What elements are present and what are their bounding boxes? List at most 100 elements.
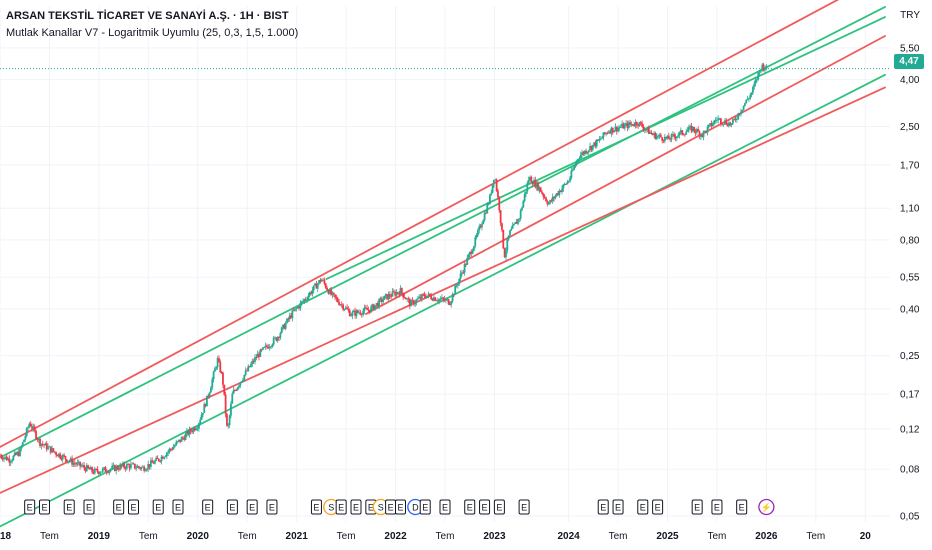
event-marker-label: E [600,503,606,513]
channel-line-red[interactable] [364,35,886,315]
channel-line-green[interactable] [325,16,886,280]
candle-body [618,127,621,129]
candle-body [436,300,439,302]
candle-body [467,254,470,258]
candle-body [392,291,395,293]
event-marker-earnings[interactable]: E [711,499,723,515]
price-axis[interactable]: 5,50 4,00 2,50 1,70 1,10 0,80 0,55 0,40 0,25 0,17… [900,43,920,522]
event-marker-earnings[interactable]: E [518,499,530,515]
candle-body [323,279,326,284]
candle-body [689,125,692,127]
candle-body [661,137,664,141]
candle-body [216,358,219,368]
candle-body [131,463,134,465]
event-marker-frame [128,499,139,515]
event-marker-earnings[interactable]: E [612,499,624,515]
event-marker-earnings[interactable]: E [597,499,609,515]
candle-body [443,299,446,301]
candle-body [682,134,685,136]
candle-body [53,451,56,453]
candle-body [586,151,589,154]
candle-body [272,337,275,345]
event-marker-earnings[interactable]: E [652,499,664,515]
candle-body [705,130,708,133]
candle-body [533,180,535,185]
event-marker-earnings[interactable]: E [637,499,649,515]
event-marker-label: S [378,503,384,513]
event-marker-earnings[interactable]: E [464,499,476,515]
event-marker-earnings[interactable]: E [439,499,451,515]
event-marker-earnings[interactable]: E [493,499,505,515]
candle-body [694,131,697,133]
candle-body [378,299,381,307]
event-marker-earnings[interactable]: E [691,499,703,515]
event-marker-earnings[interactable]: E [39,499,50,515]
time-axis[interactable]: 2018 Tem 2019 Tem 2020 Tem 2021 Tem 2022 Tem 2023 2… [0,531,871,542]
indicator-label[interactable]: Mutlak Kanallar V7 - Logaritmik Uyumlu (… [6,27,299,39]
event-markers[interactable]: E E E E E E E E E E E E E S E E E S E E D E E E E E E E E E E E E E ⚡ [24,498,775,516]
event-marker-earnings[interactable]: E [226,499,238,515]
event-marker-news[interactable]: ⚡ [758,498,775,516]
event-marker-earnings[interactable]: E [113,499,125,515]
candle-body [235,390,238,391]
candle-body [169,448,172,450]
candle-body [638,121,641,126]
event-marker-earnings[interactable]: E [266,499,278,515]
event-marker-earnings[interactable]: E [63,499,75,515]
channel-line-red[interactable] [0,0,885,448]
event-marker-earnings[interactable]: E [350,499,362,515]
candle-body [479,226,482,228]
event-marker-earnings[interactable]: E [202,499,214,515]
event-marker-earnings[interactable]: E [736,499,748,515]
event-marker-earnings[interactable]: E [152,499,164,515]
event-marker-earnings[interactable]: E [335,499,347,515]
candle-body [11,460,13,462]
candle-body [239,382,242,386]
event-marker-label: E [467,503,473,513]
channel-line-green[interactable] [0,73,886,528]
candle-body [190,428,192,432]
candle-body [703,130,706,132]
candle-body [545,197,547,202]
time-tick-label: 2021 [286,531,309,542]
candle-body [364,307,367,309]
channel-line-red[interactable] [0,86,886,494]
event-marker-frame [310,499,322,515]
candle-body [495,179,498,191]
event-marker-earnings[interactable]: E [419,499,431,515]
event-marker-frame [113,499,125,515]
event-marker-earnings[interactable]: E [246,499,258,515]
candles [0,62,768,476]
event-marker-earnings[interactable]: E [128,499,139,515]
event-marker-earnings[interactable]: E [310,499,322,515]
candle-body [4,456,7,458]
price-tick-label: 0,40 [900,304,920,315]
event-marker-frame [637,499,649,515]
candle-body [8,458,11,463]
candle-body [412,300,415,305]
event-marker-frame [518,499,530,515]
event-marker-dividend[interactable]: D [407,498,424,516]
event-marker-earnings[interactable]: E [365,499,377,515]
candle-body [33,426,36,431]
candle-body [741,109,744,112]
candle-body [246,370,248,372]
candle-body [609,131,611,134]
event-marker-earnings[interactable]: E [479,499,491,515]
event-marker-earnings[interactable]: E [385,499,397,515]
event-marker-earnings[interactable]: E [83,499,95,515]
price-tick-label: 0,08 [900,465,920,476]
candle-body [382,299,385,302]
channel-line-green[interactable] [0,6,886,459]
event-marker-earnings[interactable]: E [395,499,406,515]
event-marker-earnings[interactable]: E [172,499,184,515]
candle-body [211,379,214,388]
candle-body [326,287,328,290]
candle-body [268,346,271,349]
candle-body [626,123,629,128]
event-marker-earnings[interactable]: E [24,499,36,515]
candle-body [260,349,263,351]
candle-body [280,327,283,334]
candle-body [99,472,102,474]
